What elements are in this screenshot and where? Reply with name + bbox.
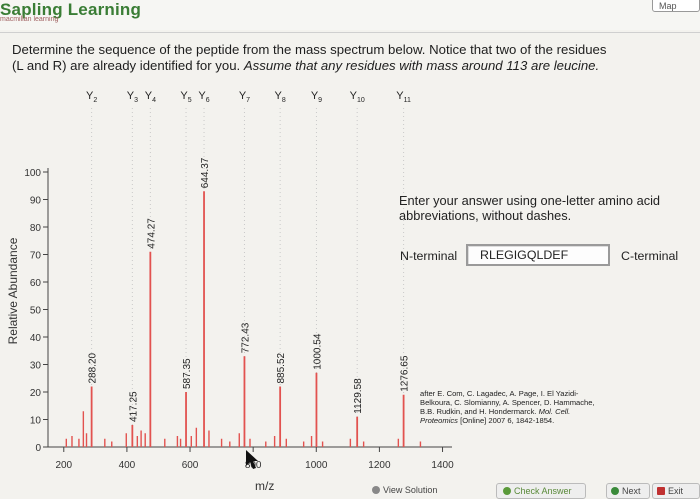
next-arrow-icon <box>611 487 619 495</box>
ion-subscript: 7 <box>246 97 250 104</box>
y-tick-label-10: 10 <box>30 416 42 427</box>
ion-subscript: 6 <box>206 97 210 104</box>
mouse-cursor-icon <box>246 450 258 469</box>
ion-label-y4: Y4 <box>145 90 156 104</box>
y-tick-label-80: 80 <box>30 223 42 234</box>
citation-line-3: B.B. Rudkin, and H. Hondermarck. Mol. Ce… <box>420 407 670 416</box>
ion-subscript: 10 <box>357 97 365 104</box>
peak-label-644.37: 644.37 <box>200 157 211 188</box>
y-tick-label-60: 60 <box>30 278 42 289</box>
brand-logo: Sapling Learning <box>0 0 142 19</box>
check-icon <box>503 487 511 495</box>
peak-label-1129.58: 1129.58 <box>353 378 364 414</box>
view-solution-label: View Solution <box>383 485 438 495</box>
answer-instruction: Enter your answer using one-letter amino… <box>399 193 661 223</box>
ion-subscript: 11 <box>404 97 411 104</box>
ion-label-y5: Y5 <box>180 90 191 104</box>
app-header: Sapling Learning macmillan learning Map <box>0 0 700 30</box>
chart-axes: 0102030405060708090100200400600800100012… <box>24 168 454 471</box>
ion-label-y11: Y11 <box>396 90 411 104</box>
ion-subscript: 9 <box>318 97 322 104</box>
citation-authors-end: B.B. Rudkin, and H. Hondermarck. <box>420 407 537 416</box>
y-tick-label-50: 50 <box>30 306 42 317</box>
peak-labels: 288.20 417.25 474.27 587.35 644.37 772.43 885.… <box>88 157 411 422</box>
citation-journal-2: Proteomics <box>420 416 458 425</box>
peak-label-417.25: 417.25 <box>128 391 139 422</box>
x-tick-label-1400: 1400 <box>431 460 454 471</box>
ion-label-y9: Y9 <box>311 90 322 104</box>
y-tick-label-0: 0 <box>35 443 41 454</box>
y-tick-label-100: 100 <box>24 168 41 179</box>
ion-label-y8: Y8 <box>275 90 286 104</box>
citation-line-4: Proteomics [Online] 2007 6, 1842-1854. <box>420 416 670 425</box>
x-tick-label-1000: 1000 <box>305 460 328 471</box>
ion-subscript: 4 <box>152 97 156 104</box>
exit-icon <box>657 487 665 495</box>
peak-label-772.43: 772.43 <box>240 322 251 353</box>
exit-label: Exit <box>668 486 684 496</box>
ion-label-y10: Y10 <box>350 90 365 104</box>
question-line-1: Determine the sequence of the peptide fr… <box>12 42 607 57</box>
x-tick-label-1200: 1200 <box>368 460 391 471</box>
citation: after E. Com, C. Lagadec, A. Page, I. El… <box>420 389 670 425</box>
peak-label-885.52: 885.52 <box>276 352 287 383</box>
peak-label-1276.65: 1276.65 <box>400 355 411 392</box>
peak-label-587.35: 587.35 <box>182 358 193 389</box>
ion-subscript: 3 <box>134 97 138 104</box>
ion-labels: Y2 Y3 Y4 Y5 Y6 Y7 Y8 Y9 Y10 Y11 <box>86 90 411 104</box>
ion-label-y7: Y7 <box>239 90 250 104</box>
guide-lines <box>91 108 405 447</box>
y-tick-label-40: 40 <box>30 333 42 344</box>
ion-subscript: 2 <box>93 97 97 104</box>
major-peaks <box>90 191 405 447</box>
y-axis-label: Relative Abundance <box>6 237 20 344</box>
ion-subscript: 8 <box>282 97 286 104</box>
next-label: Next <box>622 486 641 496</box>
view-solution-button[interactable]: View Solution <box>372 483 492 499</box>
y-tick-label-70: 70 <box>30 251 42 262</box>
minor-peaks <box>65 411 422 447</box>
peak-label-1000.54: 1000.54 <box>312 333 323 370</box>
x-tick-label-200: 200 <box>55 460 72 471</box>
citation-line-1: after E. Com, C. Lagadec, A. Page, I. El… <box>420 389 579 398</box>
x-tick-label-600: 600 <box>182 460 199 471</box>
ion-label-y2: Y2 <box>86 90 97 104</box>
citation-journal-1: Mol. Cell. <box>538 407 571 416</box>
solution-icon <box>372 486 380 494</box>
header-divider <box>0 32 700 33</box>
question-text: Determine the sequence of the peptide fr… <box>12 42 682 74</box>
c-terminal-label: C-terminal <box>621 249 679 263</box>
check-answer-label: Check Answer <box>514 486 572 496</box>
peak-label-474.27: 474.27 <box>146 218 157 249</box>
x-axis-label: m/z <box>255 479 274 493</box>
peak-label-288.20: 288.20 <box>88 352 99 383</box>
ion-label-y6: Y6 <box>198 90 209 104</box>
question-line-2-italic: Assume that any residues with mass aroun… <box>243 58 600 73</box>
y-tick-label-90: 90 <box>30 196 42 207</box>
citation-line-2: Belkoura, C. Slomianny, A. Spencer, D. H… <box>420 398 595 407</box>
y-tick-label-20: 20 <box>30 388 42 399</box>
ion-label-y3: Y3 <box>127 90 138 104</box>
ion-subscript: 5 <box>188 97 192 104</box>
y-tick-label-30: 30 <box>30 361 42 372</box>
brand-subtitle: macmillan learning <box>0 16 59 23</box>
question-line-2: (L and R) are already identified for you… <box>12 58 682 74</box>
question-line-2-plain: (L and R) are already identified for you… <box>12 58 241 73</box>
citation-ref: [Online] 2007 6, 1842-1854. <box>460 416 555 425</box>
sequence-answer-input[interactable] <box>466 244 610 266</box>
x-tick-label-400: 400 <box>119 460 136 471</box>
n-terminal-label: N-terminal <box>400 249 458 263</box>
